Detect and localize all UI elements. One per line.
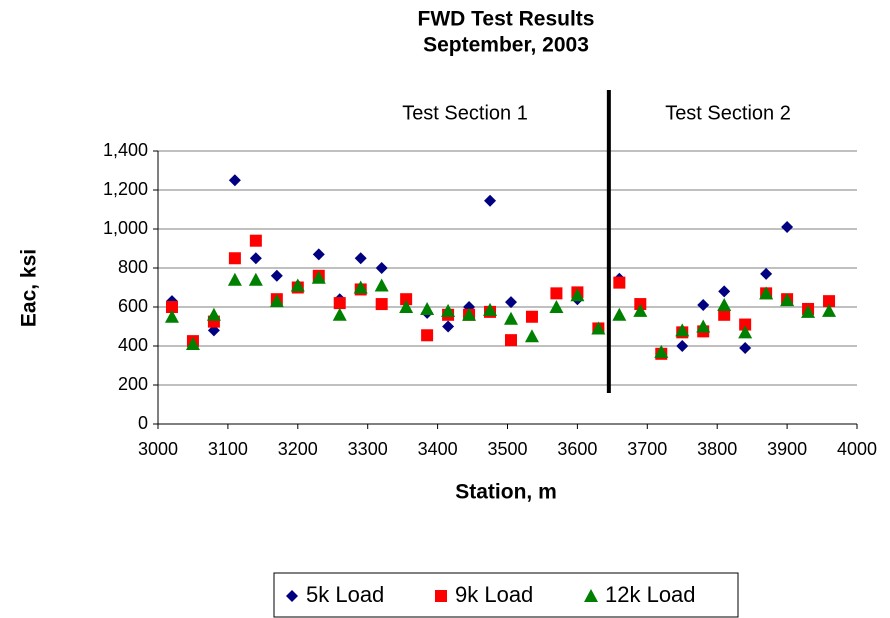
point [759,286,774,300]
point [504,296,517,309]
point [633,303,648,317]
point [760,267,773,280]
point [354,252,367,265]
point [801,304,816,318]
legend-marker [584,589,598,602]
x-tick-label: 3000 [138,439,178,459]
point [717,298,732,312]
y-tick-label: 1,400 [103,140,148,160]
point [227,272,242,286]
point [400,293,413,306]
legend-label: 12k Load [605,582,696,607]
x-tick-label: 3500 [487,439,527,459]
point [249,252,262,265]
point [483,302,498,316]
point [675,323,690,337]
legend-marker [286,590,298,602]
annotation: Test Section 2 [665,102,791,124]
y-tick-label: 0 [138,413,148,433]
point [696,319,711,333]
point [613,276,626,289]
x-axis-title: Station, m [455,481,557,504]
x-tick-label: 3300 [348,439,388,459]
y-tick-label: 600 [118,296,148,316]
point [612,307,627,321]
y-tick-label: 400 [118,335,148,355]
point [676,340,689,352]
point [781,221,794,234]
point [269,294,284,308]
y-tick-label: 1,000 [103,218,148,238]
annotation: Test Section 1 [402,102,528,124]
point [570,288,585,302]
x-tick-label: 3600 [557,439,597,459]
legend-label: 5k Load [306,582,384,607]
y-tick-label: 1,200 [103,179,148,199]
point [333,297,346,310]
point [420,301,435,315]
x-tick-label: 3800 [697,439,737,459]
legend-marker [435,590,447,602]
point [375,298,388,311]
point [504,334,517,347]
point [290,278,305,292]
point [374,278,389,292]
point [524,329,539,343]
point [780,293,795,307]
point [823,295,836,308]
point [375,262,388,274]
legend-label: 9k Load [455,582,533,607]
x-tick-label: 3900 [767,439,807,459]
point [739,341,752,354]
point [718,308,731,321]
point [248,272,263,286]
point [549,300,564,313]
point [164,309,179,323]
legend-box [273,572,739,618]
y-axis-title: Eac, ksi [18,249,41,327]
x-tick-label: 3100 [208,439,248,459]
point [503,311,518,325]
point [462,307,477,321]
point [739,318,752,331]
point [399,300,414,313]
point [228,252,241,265]
point [718,285,731,298]
point [525,310,538,323]
x-tick-label: 3700 [627,439,667,459]
point [249,234,262,247]
point [654,344,669,358]
point [442,320,455,333]
point [738,325,753,339]
point [165,301,178,313]
point [697,299,710,312]
y-tick-label: 200 [118,374,148,394]
point [228,174,241,187]
x-tick-label: 4000 [837,439,877,459]
point [550,287,563,300]
point [421,329,434,342]
point [591,321,606,335]
x-tick-label: 3400 [418,439,458,459]
point [185,337,200,351]
chart-title: FWD Test Results [418,8,595,31]
point [206,307,221,321]
point [822,303,837,317]
point [441,303,456,317]
point [312,248,325,261]
point [311,270,326,284]
chart-subtitle: September, 2003 [423,34,589,57]
x-tick-label: 3200 [278,439,318,459]
point [353,280,368,294]
point [332,307,347,321]
point [270,269,283,282]
y-tick-label: 800 [118,257,148,277]
point [484,194,497,207]
